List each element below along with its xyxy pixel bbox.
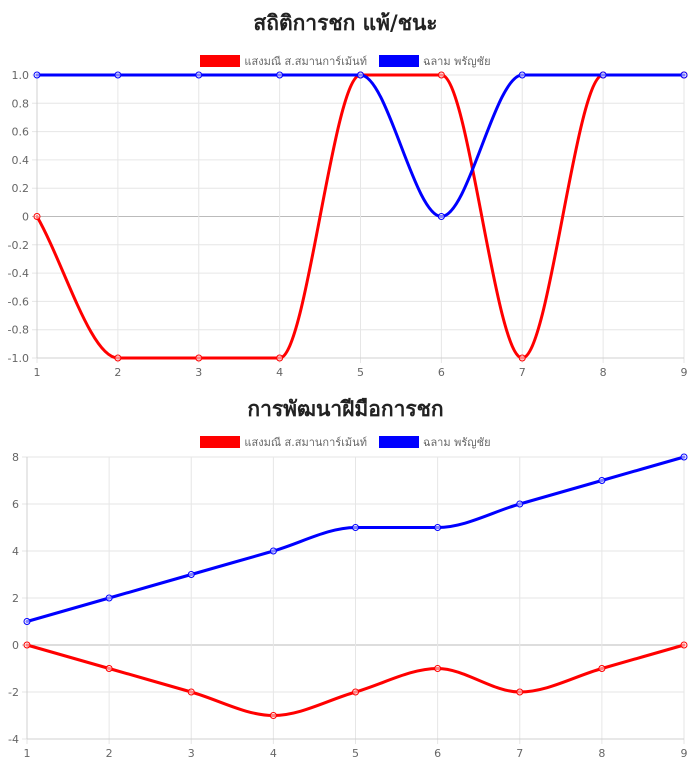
legend-label: แสงมณี ส.สมานการ์เม้นท์ [244,436,367,449]
y-tick-label: 6 [12,498,19,511]
data-point[interactable] [23,641,31,649]
y-tick-label: 0 [22,211,29,224]
data-point[interactable] [352,688,359,696]
data-point[interactable] [187,571,195,578]
legend-item-series-1[interactable]: แสงมณี ส.สมานการ์เม้นท์ [200,52,367,70]
data-point[interactable] [437,213,445,220]
chart-title: การพัฒนาฝีมือการชก [247,397,444,421]
data-point[interactable] [23,618,31,625]
x-tick-label: 5 [357,366,364,379]
data-point[interactable] [437,71,445,79]
data-point[interactable] [516,500,524,508]
data-point[interactable] [269,712,277,719]
x-tick-label: 7 [519,366,526,379]
legend: แสงมณี ส.สมานการ์เม้นท์ ฉลาม พรัญชัย [0,433,691,451]
x-tick-label: 1 [24,747,31,760]
data-point[interactable] [352,524,359,531]
y-tick-label: -0.2 [8,239,29,252]
series-line-1 [35,73,686,360]
data-point[interactable] [357,71,364,79]
y-tick-label: -0.6 [8,295,29,308]
legend: แสงมณี ส.สมานการ์เม้นท์ ฉลาม พรัญชัย [0,52,691,70]
x-tick-label: 6 [434,747,441,760]
y-tick-label: -1.0 [8,352,29,365]
data-point[interactable] [195,354,203,362]
data-point[interactable] [114,71,122,79]
data-point[interactable] [516,688,524,696]
y-tick-label: 8 [12,451,19,464]
data-point[interactable] [114,354,122,362]
legend-item-series-1[interactable]: แสงมณี ส.สมานการ์เม้นท์ [200,433,367,451]
data-point[interactable] [680,71,688,79]
data-point[interactable] [598,665,606,672]
data-point[interactable] [518,71,526,79]
chart-win-loss: สถิติการชก แพ้/ชนะ แสงมณี ส.สมานการ์เม้น… [0,11,691,379]
y-tick-label: 0.4 [12,154,30,167]
data-point[interactable] [269,547,277,555]
data-point[interactable] [680,641,688,649]
data-point[interactable] [187,688,195,696]
data-point[interactable] [434,524,442,531]
y-tick-label: 1.0 [12,69,30,82]
x-tick-label: 4 [270,747,277,760]
data-point[interactable] [33,71,41,79]
legend-swatch [378,55,419,67]
y-tick-label: 0.6 [12,126,30,139]
legend-label: ฉลาม พรัญชัย [422,436,491,449]
x-tick-label: 3 [195,366,202,379]
y-tick-label: 0 [12,639,19,652]
y-tick-label: 0.8 [12,97,30,110]
x-tick-label: 8 [598,747,605,760]
data-point[interactable] [276,71,284,79]
x-tick-label: 6 [438,366,445,379]
plot-area: 1.0 0.8 0.6 0.4 0.2 0 -0.2 -0.4 -0.6 -0.8 -1.0 1 2 3 4… [8,69,688,379]
x-tick-label: 9 [681,747,688,760]
legend-label: แสงมณี ส.สมานการ์เม้นท์ [244,55,367,68]
x-tick-label: 2 [114,366,121,379]
legend-swatch [200,55,241,67]
y-tick-label: -0.8 [8,324,29,337]
y-tick-label: 4 [12,545,19,558]
data-point[interactable] [518,354,526,362]
x-tick-label: 8 [600,366,607,379]
data-point[interactable] [33,213,41,220]
x-tick-label: 9 [681,366,688,379]
data-point[interactable] [276,354,284,362]
legend-swatch [378,436,419,448]
y-tick-label: -4 [8,733,19,746]
data-point[interactable] [434,665,442,672]
legend-item-series-2[interactable]: ฉลาม พรัญชัย [378,433,491,451]
legend-swatch [200,436,241,448]
plot-area: 8 6 4 2 0 -2 -4 1 2 3 4 5 6 7 8 9 [8,451,688,760]
data-point[interactable] [680,453,688,461]
y-tick-label: -0.4 [8,267,29,280]
x-tick-label: 1 [34,366,41,379]
y-tick-label: -2 [8,686,19,699]
data-point[interactable] [105,665,113,672]
data-point[interactable] [599,71,607,79]
chart-skill-progress: การพัฒนาฝีมือการชก แสงมณี ส.สมานการ์เม้น… [0,385,691,770]
y-tick-label: 2 [12,592,19,605]
data-point[interactable] [195,71,203,79]
x-tick-label: 7 [516,747,523,760]
data-point[interactable] [105,594,113,602]
legend-label: ฉลาม พรัญชัย [422,55,491,68]
x-tick-label: 3 [188,747,195,760]
x-tick-label: 2 [106,747,113,760]
legend-item-series-2[interactable]: ฉลาม พรัญชัย [378,52,491,70]
data-point[interactable] [598,477,606,484]
x-tick-label: 5 [352,747,359,760]
x-tick-label: 4 [276,366,283,379]
chart-title: สถิติการชก แพ้/ชนะ [253,11,438,35]
y-tick-label: 0.2 [12,182,30,195]
series-line-2 [35,73,686,218]
